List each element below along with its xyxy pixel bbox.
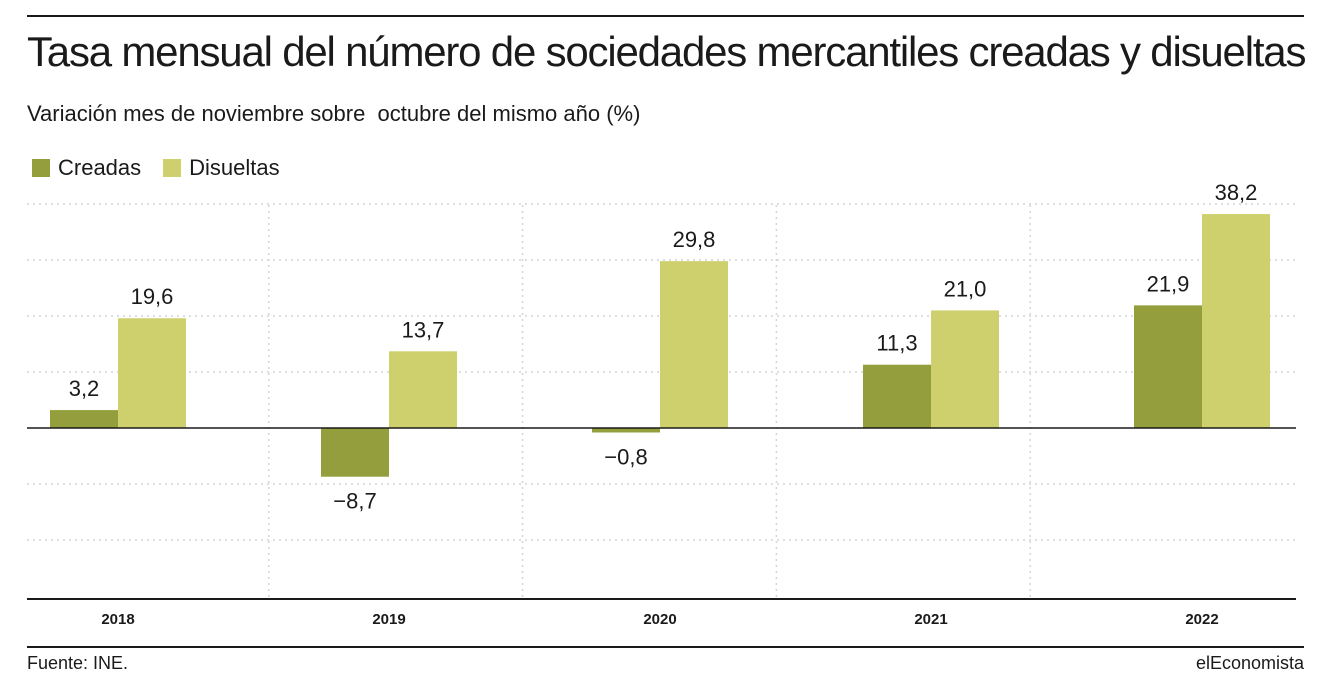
brand-logo-text: elEconomista: [1195, 653, 1304, 673]
data-label-disueltas-2020: 29,8: [673, 227, 716, 252]
data-label-disueltas-2022: 38,2: [1215, 180, 1258, 205]
data-label-creadas-2018: 3,2: [69, 376, 100, 401]
x-tick-label-2019: 2019: [372, 611, 405, 628]
legend-item-disueltas: Disueltas: [163, 155, 280, 181]
x-tick-label-2021: 2021: [914, 611, 947, 628]
bottom-rule: [27, 646, 1304, 648]
legend: Creadas Disueltas: [32, 155, 302, 181]
bar-creadas-2019: [321, 428, 389, 477]
data-label-creadas-2020: −0,8: [604, 444, 647, 469]
legend-swatch-disueltas: [163, 159, 182, 177]
x-tick-label-2022: 2022: [1185, 611, 1218, 628]
bar-creadas-2018: [50, 410, 118, 428]
data-label-disueltas-2018: 19,6: [131, 284, 174, 309]
bar-creadas-2021: [863, 364, 931, 428]
bar-disueltas-2020: [660, 261, 728, 428]
bar-creadas-2020: [592, 428, 660, 433]
x-tick-label-2020: 2020: [643, 611, 676, 628]
bar-creadas-2022: [1134, 305, 1202, 428]
legend-swatch-creadas: [32, 159, 50, 177]
data-label-creadas-2022: 21,9: [1147, 271, 1190, 296]
source-note: Fuente: INE.: [27, 653, 129, 673]
bar-disueltas-2019: [389, 351, 457, 428]
x-tick-label-2018: 2018: [101, 611, 134, 628]
bar-disueltas-2018: [118, 318, 186, 428]
bar-disueltas-2021: [931, 310, 999, 428]
legend-label-disueltas: Disueltas: [189, 155, 280, 180]
data-label-disueltas-2019: 13,7: [402, 317, 445, 342]
data-label-disueltas-2021: 21,0: [944, 276, 987, 301]
top-rule: [27, 15, 1304, 17]
chart-subtitle: Variación mes de noviembre sobre octubre…: [27, 101, 641, 126]
bar-disueltas-2022: [1202, 214, 1270, 428]
data-label-creadas-2021: 11,3: [876, 331, 917, 356]
legend-label-creadas: Creadas: [58, 155, 142, 180]
chart-title: Tasa mensual del número de sociedades me…: [27, 28, 1306, 75]
data-label-creadas-2019: −8,7: [333, 489, 376, 514]
legend-item-creadas: Creadas: [32, 155, 141, 181]
